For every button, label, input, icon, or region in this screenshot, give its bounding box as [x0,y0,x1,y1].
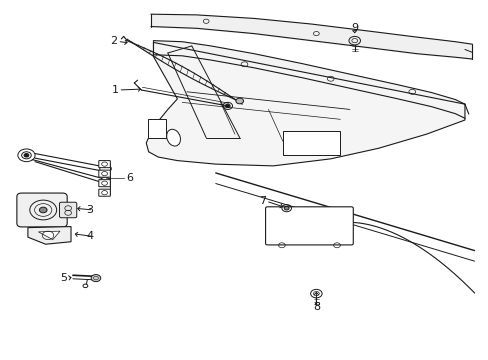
Polygon shape [28,226,71,244]
Circle shape [24,154,29,157]
Text: 9: 9 [350,23,358,33]
FancyBboxPatch shape [265,207,352,245]
Text: 6: 6 [126,173,133,183]
FancyBboxPatch shape [147,119,165,138]
Circle shape [91,275,101,282]
FancyBboxPatch shape [60,202,77,218]
Text: 2: 2 [110,36,117,46]
Ellipse shape [166,129,180,146]
Text: 4: 4 [86,231,93,242]
FancyBboxPatch shape [99,180,110,187]
Circle shape [225,104,230,108]
Polygon shape [39,231,60,240]
Text: 1: 1 [111,85,118,95]
FancyBboxPatch shape [17,193,67,227]
Text: 3: 3 [86,205,93,215]
Text: 8: 8 [312,302,319,312]
Polygon shape [146,42,464,166]
Text: 5: 5 [60,273,67,283]
FancyBboxPatch shape [99,161,110,168]
FancyBboxPatch shape [282,131,340,155]
FancyBboxPatch shape [99,170,110,177]
FancyBboxPatch shape [99,189,110,196]
Circle shape [235,98,243,104]
Circle shape [284,207,288,210]
Circle shape [40,207,47,213]
Text: 7: 7 [259,196,265,206]
